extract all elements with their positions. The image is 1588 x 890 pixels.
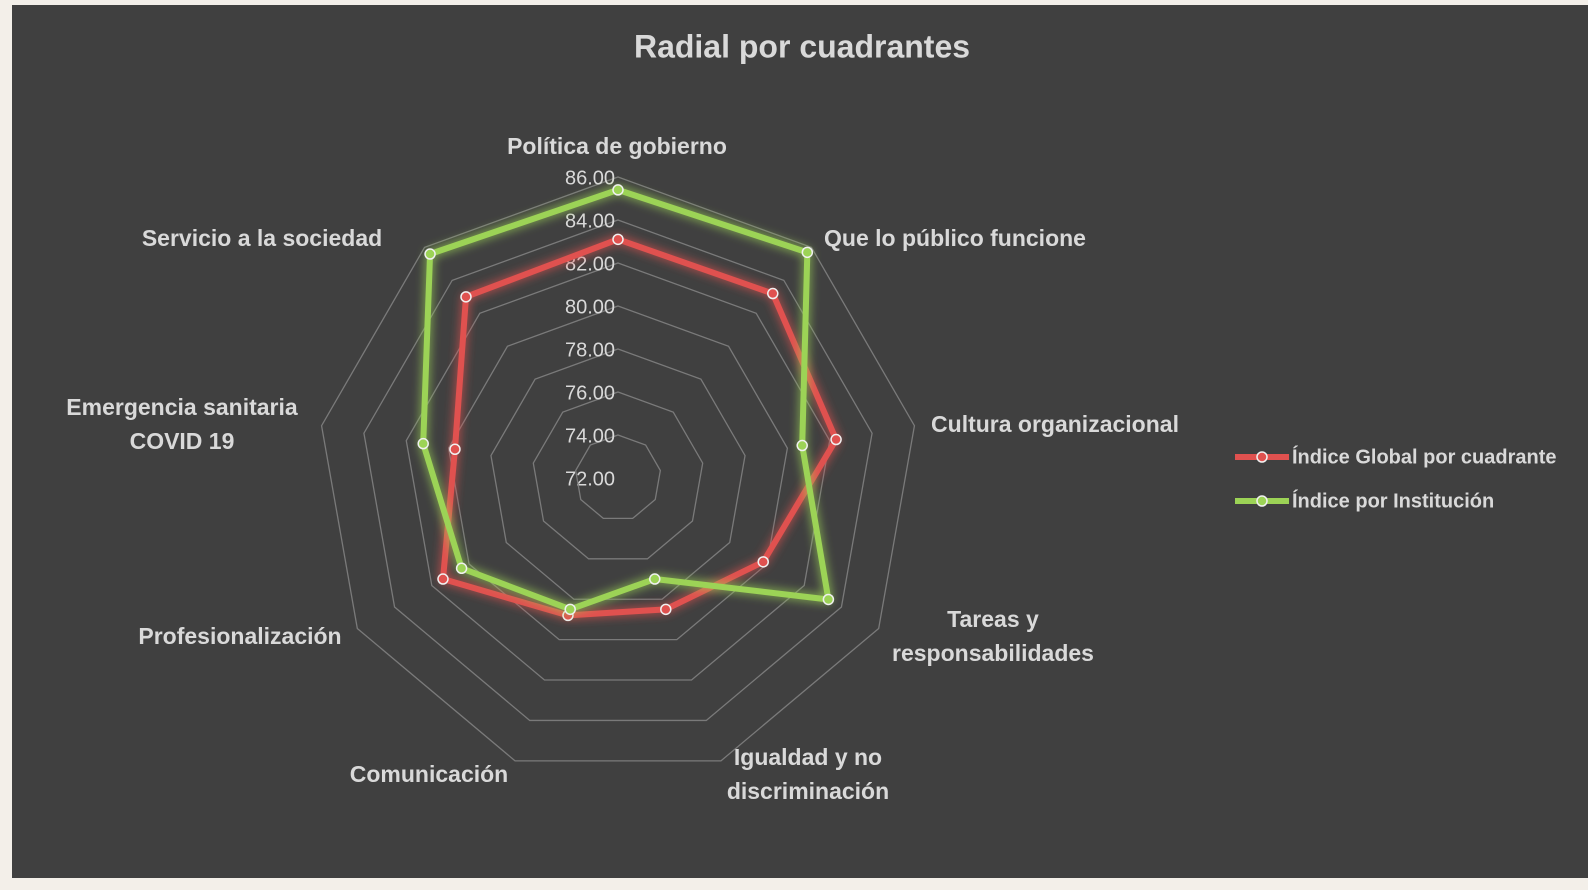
grid-ring	[490, 348, 746, 600]
grid-ring	[447, 305, 789, 641]
r-tick-label: 82.00	[565, 253, 615, 275]
r-tick-label: 80.00	[565, 296, 615, 318]
series-marker	[564, 603, 576, 616]
legend-marker	[1256, 495, 1268, 507]
legend-marker	[1256, 451, 1268, 463]
series-marker	[830, 433, 842, 446]
chart-title: Radial por cuadrantes	[634, 28, 970, 64]
r-tick-label: 86.00	[565, 167, 615, 189]
grid-ring	[320, 176, 916, 762]
legend-label: Índice por Institución	[1292, 489, 1494, 512]
category-label: Que lo público funcione	[824, 225, 1086, 251]
series-marker	[449, 443, 461, 456]
series-marker	[612, 184, 624, 196]
series-marker	[801, 246, 814, 259]
series-marker	[437, 573, 449, 585]
series-marker	[822, 593, 835, 606]
radar-svg: Radial por cuadrantes 72.00 74.00 76.00 78.…	[320, 28, 1557, 762]
series-marker	[612, 233, 624, 246]
category-label: Tareas y responsabilidades	[892, 606, 1094, 666]
series-marker	[660, 603, 672, 616]
grid-ring	[363, 219, 873, 722]
series-line	[420, 186, 832, 613]
category-label: Igualdad y no discriminación	[726, 744, 890, 804]
series-marker	[796, 439, 808, 452]
series-marker	[417, 437, 429, 450]
r-tick-label: 78.00	[565, 339, 615, 361]
category-label: Política de gobierno	[507, 133, 727, 159]
series	[420, 186, 832, 613]
category-label: Servicio a la sociedad	[141, 225, 383, 251]
r-tick-label: 72.00	[565, 468, 615, 490]
category-label: Comunicación	[349, 761, 509, 787]
series-marker	[757, 556, 769, 568]
category-label: Emergencia sanitaria COVID 19	[66, 394, 298, 454]
chart: Radial por cuadrantes 72.00 74.00 76.00 78.…	[12, 5, 1588, 878]
series-marker	[424, 248, 436, 260]
category-label: Cultura organizacional	[931, 411, 1179, 437]
grid-ring	[574, 434, 662, 520]
series-marker	[767, 287, 779, 300]
category-label: Profesionalización	[138, 623, 342, 649]
r-tick-label: 76.00	[565, 382, 615, 404]
r-tick-label: 74.00	[565, 425, 615, 447]
grid-ring	[405, 262, 831, 681]
series-marker	[460, 291, 472, 303]
r-tick-label: 84.00	[565, 210, 615, 232]
legend-label: Índice Global por cuadrante	[1292, 445, 1557, 468]
grid-ring	[532, 391, 704, 560]
series-marker	[455, 562, 468, 575]
series-marker	[649, 573, 661, 585]
